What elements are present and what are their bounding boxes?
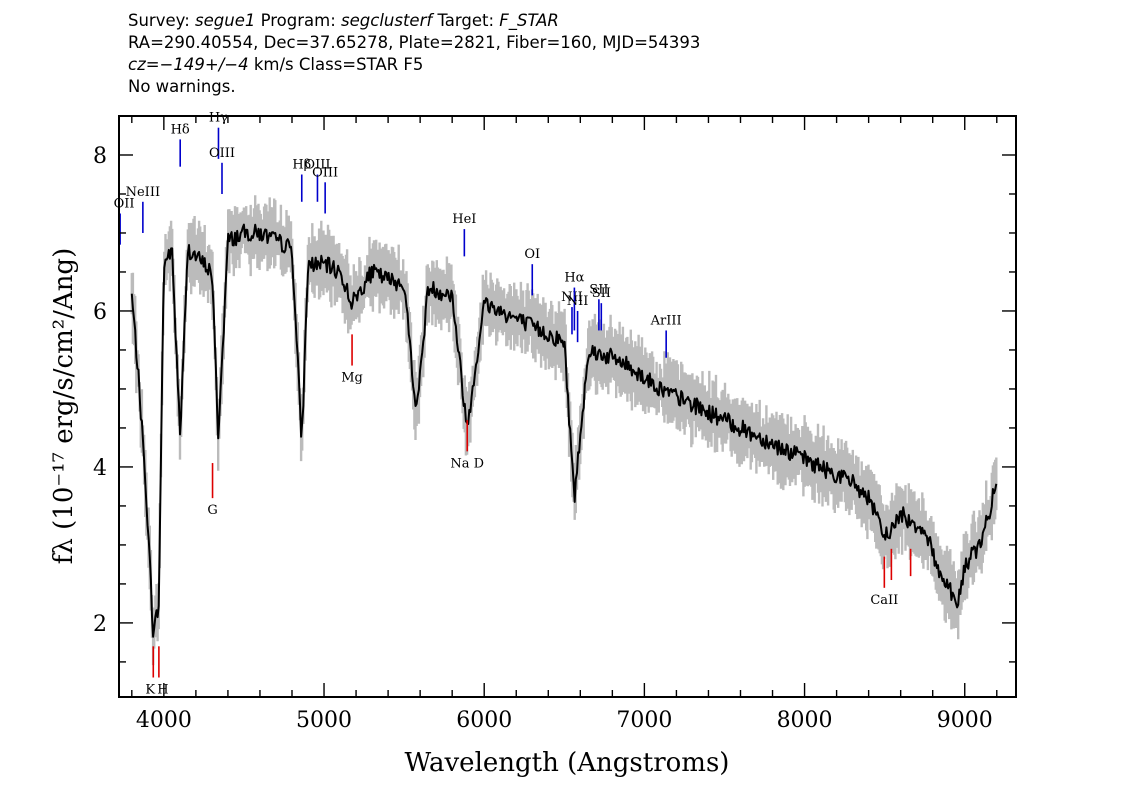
emission-line-label: NII (567, 294, 589, 309)
emission-line-label: NII (561, 290, 583, 305)
y-axis-title: fλ (10⁻¹⁷ erg/s/cm²/Ang) (49, 248, 79, 564)
spectral-line-markers: OIINeIIIHδHγOIIIHβOIIIOIIIHeIOINIIHαNIIS… (114, 111, 912, 698)
absorption-line-label: Mg (341, 371, 363, 386)
spectrum-header: Survey: segue1 Program: segclusterf Targ… (128, 10, 700, 98)
header-line-coordinates: RA=290.40554, Dec=37.65278, Plate=2821, … (128, 33, 701, 52)
header-line-redshift: cz=−149+/−4 km/s Class=STAR F5 (128, 54, 700, 76)
flux-line (130, 223, 998, 638)
x-axis-title: Wavelength (Angstroms) (405, 748, 730, 778)
x-tick-label: 4000 (136, 708, 192, 733)
absorption-line-label: Na D (450, 456, 484, 471)
emission-line-label: OIII (209, 146, 235, 161)
survey-label: Survey: (128, 11, 190, 30)
error-band-path (130, 195, 998, 666)
absorption-line-label: K (145, 683, 155, 698)
emission-line-label: Hγ (209, 111, 228, 126)
x-tick-label: 6000 (456, 708, 512, 733)
x-tick-label: 9000 (937, 708, 993, 733)
y-tick-label: 4 (93, 456, 107, 481)
emission-line-label: ArIII (650, 313, 682, 328)
absorption-line-label: H (157, 683, 168, 698)
absorption-line-label: CaII (870, 593, 898, 608)
emission-line-label: NeIII (126, 185, 160, 200)
class-value: Class=STAR F5 (298, 55, 424, 74)
x-tick-label: 7000 (616, 708, 672, 733)
emission-line-label: Hα (564, 271, 584, 286)
error-band (130, 195, 998, 666)
emission-line-label: SII (589, 282, 608, 297)
program-value: segclusterf (341, 11, 433, 30)
y-tick-label: 6 (93, 300, 107, 325)
cz-units: km/s (253, 55, 294, 74)
program-label: Program: (260, 11, 336, 30)
emission-line-label: HeI (452, 212, 476, 227)
header-line-survey: Survey: segue1 Program: segclusterf Targ… (128, 10, 700, 32)
x-tick-label: 8000 (777, 708, 833, 733)
emission-line-label: SII (592, 286, 611, 301)
emission-line-label: Hδ (171, 122, 190, 137)
emission-line-label: OI (524, 247, 540, 262)
target-label: Target: (437, 11, 495, 30)
emission-line-label: Hβ (292, 157, 311, 172)
plot-frame (118, 115, 1017, 698)
absorption-line-label: G (207, 503, 217, 518)
cz-value: cz=−149+/−4 (128, 55, 249, 74)
header-line-warnings: No warnings. (128, 77, 236, 96)
x-tick-label: 5000 (296, 708, 352, 733)
emission-line-label: OIII (304, 157, 330, 172)
axis-ticks: 4000 5000 6000 7000 8000 9000 2 4 6 8 (93, 115, 1016, 733)
y-tick-label: 8 (93, 144, 107, 169)
emission-line-label: OIII (312, 165, 338, 180)
target-value: F_STAR (499, 11, 559, 30)
flux-series (130, 223, 998, 638)
y-tick-label: 2 (93, 612, 107, 637)
survey-value: segue1 (195, 11, 256, 30)
